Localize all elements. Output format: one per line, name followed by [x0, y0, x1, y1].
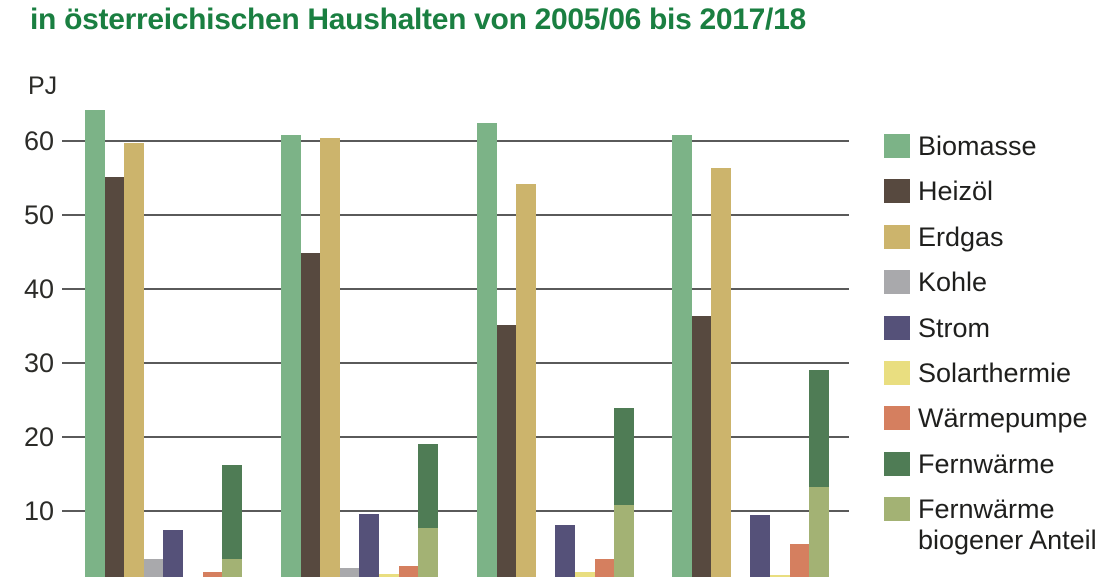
bar-erdgas-group2: [320, 138, 340, 577]
y-tick-label-10: 10: [23, 496, 54, 526]
legend-swatch-heizoel: [884, 179, 910, 204]
bar-strom-group3: [555, 525, 575, 577]
legend-swatch-strom: [884, 315, 910, 340]
chart-title: in österreichischen Haushalten von 2005/…: [30, 3, 806, 36]
bar-waermepumpe-group3: [594, 559, 615, 577]
y-tick-label-60: 60: [23, 126, 54, 156]
legend-swatch-waermepumpe: [884, 406, 910, 431]
gridline-40: [62, 288, 849, 290]
bar-fernwaerme-biogener-anteil-group3: [614, 505, 634, 577]
bar-heizoel-group4: [691, 316, 712, 577]
y-tick-label-50: 50: [23, 200, 54, 230]
bar-waermepumpe-group1: [202, 572, 223, 577]
bar-biomasse-group4: [672, 135, 692, 577]
bar-waermepumpe-group4: [789, 544, 810, 577]
legend-item-kohle: Kohle: [884, 267, 987, 298]
gridline-60: [62, 140, 849, 142]
bar-biomasse-group1: [85, 109, 105, 577]
bar-solarthermie-group3: [575, 572, 595, 577]
bar-heizoel-group2: [300, 252, 321, 577]
legend-label-heizoel: Heizöl: [918, 176, 994, 207]
legend-swatch-solarthermie: [884, 361, 910, 385]
legend-item-biomasse: Biomasse: [884, 131, 1037, 162]
bar-fernwaerme-biogener-anteil-group4: [809, 487, 829, 577]
gridline-10: [62, 510, 849, 512]
bar-erdgas-group3: [516, 183, 536, 577]
bar-heizoel-group3: [496, 324, 517, 577]
legend-label-strom: Strom: [918, 312, 991, 343]
y-tick-label-30: 30: [23, 348, 54, 378]
legend-item-fernwaerme-biogener-anteil: Fernwärme biogener Anteil: [884, 494, 1097, 556]
bar-waermepumpe-group2: [398, 565, 419, 577]
legend-item-heizoel: Heizöl: [884, 176, 993, 207]
legend-item-erdgas: Erdgas: [884, 222, 1004, 253]
legend-swatch-biomasse: [884, 134, 910, 158]
legend-item-waermepumpe: Wärmepumpe: [884, 403, 1088, 434]
legend-label-waermepumpe: Wärmepumpe: [918, 403, 1088, 434]
legend-label-fernwaerme-biogener-anteil: Fernwärme biogener Anteil: [918, 494, 1097, 556]
bar-kohle-group2: [339, 567, 360, 577]
bar-erdgas-group1: [124, 143, 144, 577]
bar-fernwaerme-biogener-anteil-group1: [222, 559, 242, 577]
bar-fernwaerme-biogener-anteil-group2: [418, 528, 438, 577]
gridline-50: [62, 214, 849, 216]
y-tick-label-20: 20: [23, 422, 54, 452]
y-axis-unit-label: PJ: [28, 72, 58, 100]
bar-kohle-group1: [143, 559, 164, 577]
bar-strom-group1: [163, 529, 183, 577]
y-tick-label-40: 40: [23, 274, 54, 304]
bar-erdgas-group4: [711, 168, 731, 577]
bar-solarthermie-group2: [379, 573, 399, 577]
legend-label-kohle: Kohle: [918, 267, 988, 298]
legend-label-solarthermie: Solarthermie: [918, 358, 1072, 388]
legend-item-strom: Strom: [884, 313, 990, 344]
legend-swatch-fernwaerme-biogener-anteil: [884, 497, 910, 522]
legend-label-erdgas: Erdgas: [918, 221, 1004, 252]
bar-fernwaerme-group1: [222, 465, 242, 577]
bar-biomasse-group2: [281, 135, 301, 577]
legend-swatch-fernwaerme: [884, 451, 910, 476]
legend-item-solarthermie: Solarthermie: [884, 358, 1071, 389]
bar-heizoel-group1: [104, 176, 125, 577]
legend-swatch-kohle: [884, 270, 910, 295]
bar-strom-group4: [750, 515, 770, 577]
bar-strom-group2: [359, 513, 379, 577]
gridline-20: [62, 436, 849, 438]
bar-biomasse-group3: [477, 123, 497, 577]
legend-label-biomasse: Biomasse: [918, 131, 1037, 161]
legend-item-fernwaerme: Fernwärme: [884, 449, 1055, 480]
bar-solarthermie-group4: [770, 574, 790, 577]
legend-swatch-erdgas: [884, 224, 910, 249]
gridline-30: [62, 362, 849, 364]
legend-label-fernwaerme: Fernwärme: [918, 448, 1055, 479]
